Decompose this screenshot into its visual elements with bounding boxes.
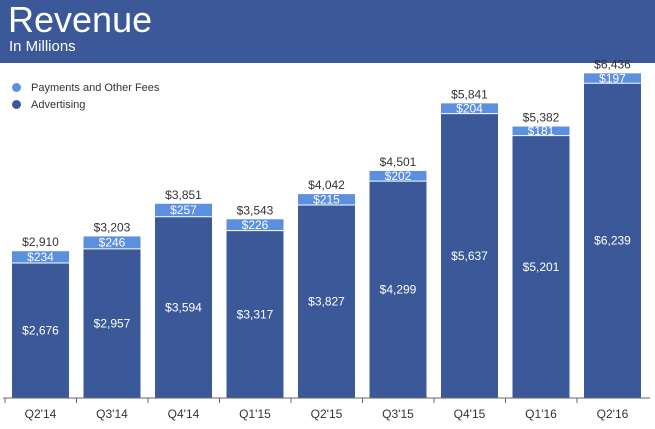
label-total-6: $5,841 [451,87,488,101]
label-advertising-4: $3,827 [308,294,345,308]
bar-advertising-8 [584,83,641,399]
label-total-4: $4,042 [308,178,345,192]
label-advertising-5: $4,299 [380,283,417,297]
x-tick-label-1: Q3'14 [96,407,128,421]
bar-payments-7 [512,126,570,136]
label-payments-5: $202 [385,169,412,183]
page-title: Revenue [8,0,153,40]
bar-payments-1 [83,236,141,249]
label-payments-6: $204 [456,102,483,116]
label-total-1: $3,203 [94,220,131,234]
label-payments-8: $197 [599,71,626,85]
header-banner: Revenue In Millions [0,0,655,63]
label-total-3: $3,543 [237,203,274,217]
label-payments-7: $181 [528,124,555,138]
label-total-0: $2,910 [22,235,59,249]
bar-advertising-7 [512,135,570,398]
bar-payments-2 [155,203,212,217]
label-payments-3: $226 [242,218,269,232]
label-advertising-8: $6,239 [594,234,631,248]
bar-payments-3 [226,219,284,231]
bar-payments-5 [369,170,427,182]
bar-advertising-3 [226,230,284,398]
x-tick-label-8: Q2'16 [597,407,629,421]
x-tick-label-7: Q1'16 [525,407,557,421]
x-tick-label-6: Q4'15 [454,407,486,421]
x-tick-label-4: Q2'15 [311,407,343,421]
bar-advertising-2 [155,216,212,398]
bar-payments-8 [584,73,641,84]
label-advertising-6: $5,637 [451,249,488,263]
bar-advertising-4 [298,204,355,398]
label-payments-1: $246 [99,236,126,250]
bar-advertising-1 [83,248,141,398]
x-tick-label-3: Q1'15 [239,407,271,421]
label-advertising-7: $5,201 [523,260,560,274]
label-advertising-0: $2,676 [22,324,59,338]
legend-item-payments: Payments and Other Fees [12,79,159,96]
label-payments-0: $234 [27,250,54,264]
label-total-7: $5,382 [523,111,560,125]
chart-legend: Payments and Other Fees Advertising [12,79,159,113]
label-payments-4: $215 [313,193,340,207]
x-tick-label-0: Q2'14 [25,407,57,421]
x-tick-label-2: Q4'14 [168,407,200,421]
label-advertising-3: $3,317 [237,307,274,321]
label-total-2: $3,851 [165,188,202,202]
bar-payments-4 [298,194,355,205]
bar-payments-0 [12,251,69,264]
bar-advertising-6 [441,113,498,398]
page-subtitle: In Millions [9,38,76,55]
bar-advertising-5 [369,181,427,398]
legend-label-payments: Payments and Other Fees [31,81,160,94]
label-total-5: $4,501 [380,155,417,169]
label-advertising-2: $3,594 [165,300,202,314]
bar-advertising-0 [12,263,69,398]
legend-swatch-payments [12,83,21,92]
bar-payments-6 [441,103,498,114]
label-advertising-1: $2,957 [94,316,131,330]
legend-label-advertising: Advertising [31,98,86,111]
label-payments-2: $257 [170,203,197,217]
label-total-8: $6,436 [594,57,631,71]
legend-swatch-advertising [12,100,21,109]
x-tick-label-5: Q3'15 [382,407,414,421]
legend-item-advertising: Advertising [12,96,159,113]
